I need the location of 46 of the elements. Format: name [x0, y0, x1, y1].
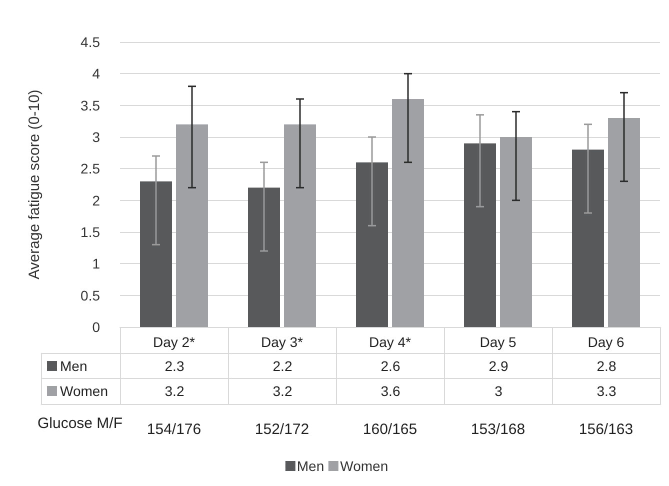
text: Women [340, 458, 388, 474]
bar [392, 99, 424, 327]
bar [356, 162, 388, 327]
legend-label: Women [60, 383, 108, 400]
x-tick-label: Day 4* [368, 334, 412, 350]
bar [500, 137, 532, 327]
data-label: 2.8 [552, 352, 661, 379]
text: 156/163 [578, 420, 634, 438]
text: 154/176 [146, 420, 202, 438]
data-label: 3.2 [228, 378, 337, 404]
x-tick-label: Day 6 [588, 334, 624, 350]
y-tick-label: 2.5 [80, 160, 100, 177]
x-tick-label: Day 3* [260, 334, 304, 350]
bar [248, 188, 280, 327]
y-tick-label: 0.5 [80, 287, 100, 304]
y-tick-label: 0 [92, 319, 100, 335]
bar [572, 150, 604, 327]
bar [284, 124, 316, 327]
data-label: 3.3 [552, 378, 661, 404]
y-tick-label: 3.5 [80, 97, 100, 114]
bar [464, 143, 496, 327]
bar [176, 124, 208, 327]
y-tick-label: 1.5 [80, 224, 100, 240]
legend-label: Men [60, 358, 88, 374]
y-tick-label: 1 [92, 256, 100, 272]
bar [608, 118, 640, 327]
y-tick-label: 2 [92, 192, 100, 208]
y-tick-label: 4.5 [80, 34, 100, 50]
x-tick-label: Day 5 [480, 334, 516, 350]
text: Glucose M/F [37, 414, 123, 432]
data-label: 2.3 [120, 352, 229, 379]
data-label: 2.9 [444, 352, 553, 379]
text: 160/165 [362, 420, 418, 438]
text: 153/168 [470, 420, 526, 438]
data-label: 3.2 [120, 378, 229, 404]
data-label: 2.6 [336, 352, 445, 379]
text: 152/172 [254, 420, 310, 438]
text: Men [296, 458, 324, 474]
y-tick-label: 3 [92, 129, 100, 145]
data-label: 3.6 [336, 378, 445, 404]
x-tick-label: Day 2* [152, 334, 196, 350]
data-label: 3 [444, 378, 553, 404]
y-tick-label: 4 [92, 66, 100, 82]
data-label: 2.2 [228, 352, 337, 379]
bar [140, 181, 172, 327]
y-axis-title: Average fatigue score (0-10) [26, 90, 43, 280]
